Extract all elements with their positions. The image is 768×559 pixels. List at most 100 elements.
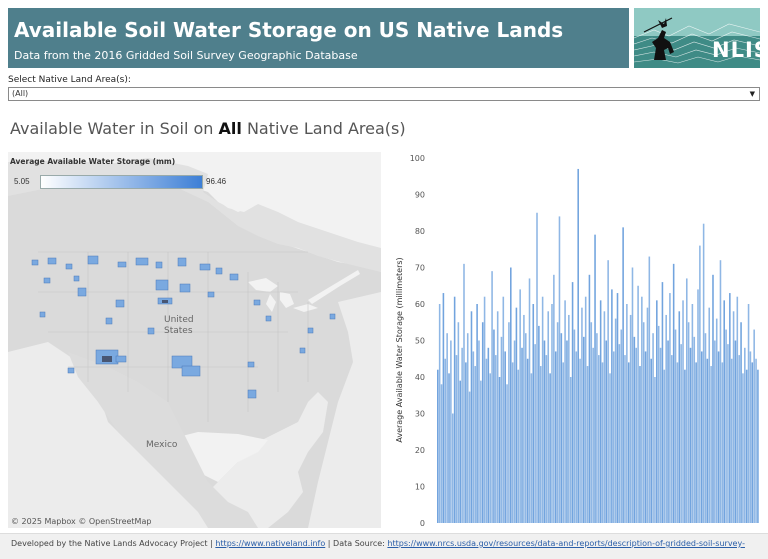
chart-bar[interactable] [584, 296, 587, 523]
chart-bar[interactable] [568, 314, 570, 523]
chart-bar[interactable] [727, 344, 729, 523]
chart-bar[interactable] [601, 362, 604, 523]
chart-bar[interactable] [465, 362, 467, 523]
soil-water-map[interactable]: Average Available Water Storage (mm) 5.0… [8, 152, 381, 528]
chart-bar[interactable] [629, 314, 632, 523]
chart-bar[interactable] [740, 322, 742, 523]
chart-bar[interactable] [500, 336, 503, 523]
chart-bar[interactable] [721, 362, 724, 523]
chart-bar[interactable] [560, 333, 563, 523]
chart-bar[interactable] [755, 358, 757, 523]
chart-bar[interactable] [622, 227, 624, 523]
chart-bar[interactable] [631, 267, 634, 524]
chart-bar[interactable] [648, 256, 651, 523]
chart-bar[interactable] [691, 304, 694, 523]
chart-bar[interactable] [665, 314, 667, 523]
chart-bar[interactable] [603, 311, 606, 523]
chart-bar[interactable] [685, 278, 688, 523]
chart-bar[interactable] [757, 369, 759, 523]
chart-bar[interactable] [440, 384, 443, 523]
chart-bar[interactable] [463, 263, 465, 523]
chart-bar[interactable] [667, 340, 669, 524]
chart-bar[interactable] [558, 216, 561, 523]
chart-bar[interactable] [659, 347, 662, 523]
chart-bar[interactable] [684, 369, 686, 523]
chart-bar[interactable] [562, 362, 564, 523]
chart-bar[interactable] [502, 296, 505, 523]
chart-bar[interactable] [749, 351, 752, 523]
chart-bar[interactable] [717, 351, 720, 523]
chart-bar[interactable] [577, 168, 579, 523]
chart-bar[interactable] [699, 245, 701, 523]
chart-bar[interactable] [554, 351, 557, 523]
nrcs-source-link[interactable]: https://www.nrcs.usda.gov/resources/data… [387, 539, 745, 548]
chart-bar[interactable] [663, 369, 666, 523]
chart-bar[interactable] [553, 274, 555, 523]
chart-bar[interactable] [437, 369, 439, 523]
chart-bar[interactable] [661, 282, 664, 523]
chart-bar[interactable] [715, 318, 718, 523]
chart-bar[interactable] [633, 336, 636, 523]
chart-bar[interactable] [588, 274, 591, 523]
chart-bar[interactable] [753, 329, 755, 523]
chart-bar[interactable] [745, 369, 748, 523]
chart-bar[interactable] [571, 282, 574, 523]
chart-bar[interactable] [510, 267, 512, 524]
chart-bar[interactable] [539, 366, 542, 523]
chart-bar[interactable] [714, 340, 716, 524]
chart-bar[interactable] [652, 333, 654, 523]
chart-bar[interactable] [594, 234, 596, 523]
chart-bar[interactable] [495, 355, 497, 523]
chart-bar[interactable] [549, 373, 551, 523]
chart-bar[interactable] [626, 304, 628, 523]
chart-bar[interactable] [483, 296, 486, 523]
chart-bar[interactable] [472, 351, 475, 523]
chart-bar[interactable] [481, 322, 484, 523]
chart-bar[interactable] [491, 271, 493, 523]
chart-bar[interactable] [498, 377, 501, 523]
chart-bar[interactable] [581, 307, 583, 523]
chart-bar[interactable] [592, 347, 594, 523]
chart-bar[interactable] [672, 263, 675, 523]
chart-bar[interactable] [478, 340, 480, 524]
chart-bar[interactable] [644, 351, 647, 523]
chart-bar[interactable] [534, 344, 536, 523]
chart-bar[interactable] [654, 377, 656, 523]
chart-bar[interactable] [556, 322, 559, 523]
chart-bar[interactable] [680, 344, 682, 523]
chart-bar[interactable] [590, 322, 593, 523]
chart-bar[interactable] [612, 351, 615, 523]
chart-bar[interactable] [614, 318, 617, 523]
chart-bar[interactable] [532, 304, 535, 523]
chart-bar[interactable] [451, 413, 454, 524]
chart-bar[interactable] [618, 344, 621, 523]
chart-bar[interactable] [725, 329, 727, 523]
chart-bar[interactable] [575, 351, 578, 523]
chart-bar[interactable] [702, 223, 705, 523]
chart-bar[interactable] [689, 347, 692, 523]
chart-bar[interactable] [607, 260, 609, 523]
chart-bar[interactable] [569, 377, 572, 523]
chart-bar[interactable] [637, 285, 639, 523]
chart-bar[interactable] [742, 373, 744, 523]
chart-bar[interactable] [586, 366, 589, 523]
chart-bar[interactable] [450, 340, 452, 524]
chart-bar[interactable] [541, 296, 544, 523]
chart-bar[interactable] [642, 322, 645, 523]
chart-bar[interactable] [442, 293, 445, 523]
chart-bar[interactable] [474, 366, 477, 523]
chart-bar[interactable] [530, 373, 533, 523]
chart-bar[interactable] [639, 366, 641, 523]
chart-bar[interactable] [448, 373, 450, 523]
chart-bar[interactable] [674, 329, 677, 523]
chart-bar[interactable] [611, 289, 613, 523]
chart-bar[interactable] [545, 355, 548, 523]
chart-bar[interactable] [487, 347, 490, 523]
chart-bar[interactable] [521, 347, 523, 523]
chart-bar[interactable] [671, 355, 673, 523]
chart-bar[interactable] [747, 304, 750, 523]
chart-bar[interactable] [687, 322, 690, 523]
chart-bar[interactable] [676, 362, 679, 523]
chart-bar[interactable] [466, 333, 469, 523]
